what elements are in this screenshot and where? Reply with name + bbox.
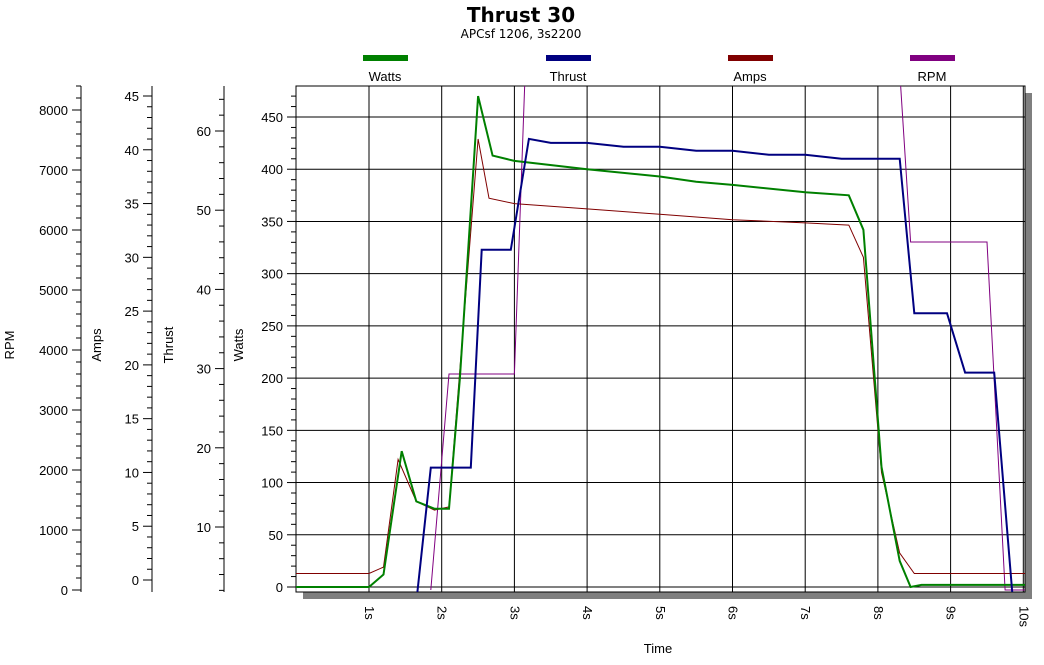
legend-swatch-thrust [546,55,591,61]
y-tick-label: 200 [261,371,283,386]
legend: Watts Thrust Amps RPM [363,55,955,84]
y-axis-label-thrust: Thrust [161,326,176,363]
chart-subtitle: APCsf 1206, 3s2200 [461,27,582,41]
y-tick-label: 15 [125,412,139,427]
y-axis-thrust: 10 20 30 40 50 60 Thrust [161,86,225,592]
y-tick-label: 250 [261,319,283,334]
y-tick-label: 5000 [39,283,68,298]
y-tick-label: 7000 [39,163,68,178]
y-tick-label: 25 [125,304,139,319]
x-tick-label: 3s [507,606,522,620]
y-axis-label-amps: Amps [89,328,104,362]
legend-label-thrust: Thrust [550,69,587,84]
x-tick-label: 2s [435,606,450,620]
y-tick-label: 4000 [39,343,68,358]
x-axis: 1s2s3s4s5s6s7s8s9s10s11s [362,606,1031,627]
grid [296,86,1025,592]
legend-swatch-watts [363,55,408,61]
y-tick-label: 3000 [39,403,68,418]
legend-label-amps: Amps [733,69,767,84]
y-tick-label: 40 [197,282,211,297]
y-axes: 050100150200250300350400450Watts10203040… [2,85,296,598]
x-tick-label: 8s [871,606,886,620]
legend-label-watts: Watts [369,69,402,84]
legend-swatch-amps [728,55,773,61]
y-tick-label: 0 [276,580,283,595]
y-tick-label: 5 [132,519,139,534]
plot-area [295,85,1026,593]
y-tick-label: 300 [261,267,283,282]
x-tick-label: 9s [944,606,959,620]
y-tick-label: 30 [125,250,139,265]
y-tick-label: 20 [197,441,211,456]
y-tick-label: 150 [261,423,283,438]
x-tick-label: 5s [653,606,668,620]
series-lines [296,86,1025,592]
chart-title: Thrust 30 [467,3,575,27]
y-tick-label: 100 [261,476,283,491]
y-axis-label-rpm: RPM [2,331,17,360]
y-tick-label: 350 [261,214,283,229]
x-tick-label: 10s [1016,606,1031,627]
y-tick-label: 30 [197,362,211,377]
series-line-rpm [430,86,1025,591]
y-tick-label: 450 [261,110,283,125]
x-tick-label: 4s [580,606,595,620]
y-tick-label: 50 [197,203,211,218]
y-axis-label-watts: Watts [231,328,246,361]
y-tick-label: 6000 [39,223,68,238]
y-tick-label: 1000 [39,523,68,538]
series-line-watts [296,95,1025,589]
y-tick-label: 60 [197,124,211,139]
y-tick-label: 2000 [39,463,68,478]
y-tick-label: 10 [125,465,139,480]
y-tick-label: 50 [269,528,283,543]
x-tick-label: 7s [798,606,813,620]
y-tick-label: 8000 [39,103,68,118]
y-tick-label: 0 [61,583,68,598]
series-line-thrust [416,137,1014,592]
y-axis-watts: 0 50 100 150 200 250 300 350 400 450 Watts [231,95,296,595]
y-tick-label: 0 [132,573,139,588]
y-tick-label: 10 [197,520,211,535]
x-axis-label: Time [644,641,672,656]
legend-swatch-rpm [910,55,955,61]
y-tick-label: 400 [261,162,283,177]
y-tick-label: 35 [125,197,139,212]
series-line-amps [296,138,1025,574]
y-tick-label: 45 [125,89,139,104]
y-tick-label: 40 [125,143,139,158]
y-axis-amps: 0 5 10 15 20 25 30 35 40 45 Amps [89,86,153,592]
y-tick-label: 20 [125,358,139,373]
y-axis-rpm: 0 1000 2000 3000 4000 5000 6000 7000 8000 RPM [2,85,82,598]
legend-label-rpm: RPM [918,69,947,84]
x-tick-label: 1s [362,606,377,620]
x-tick-label: 6s [726,606,741,620]
